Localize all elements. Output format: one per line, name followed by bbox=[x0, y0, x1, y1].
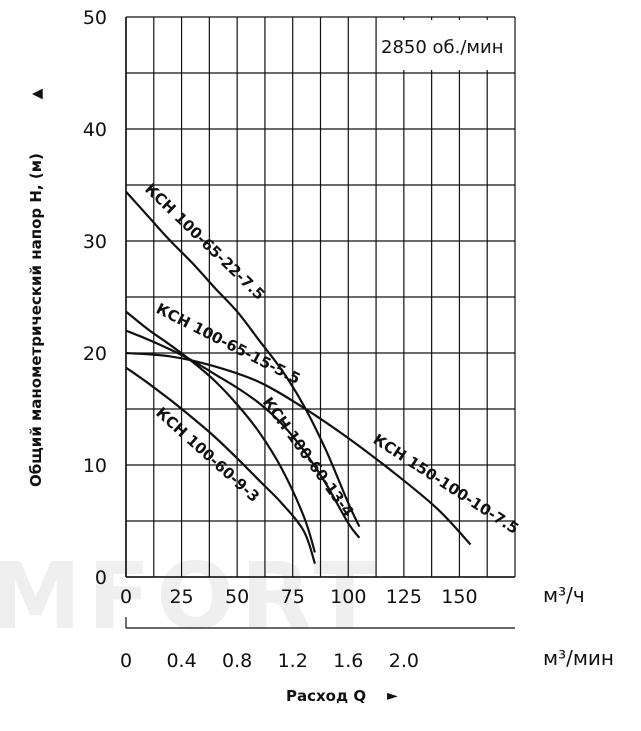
y-tick-label: 0 bbox=[95, 567, 107, 589]
y-tick-label: 10 bbox=[83, 455, 107, 477]
y-axis-label: Общий манометрический напор Н, (м) bbox=[27, 153, 45, 487]
x-tick-label: 75 bbox=[281, 586, 305, 608]
x-tick-label: 150 bbox=[441, 586, 477, 608]
x-unit-secondary: м³/мин bbox=[543, 646, 614, 670]
y-tick-label: 40 bbox=[83, 119, 107, 141]
series-line bbox=[125, 329, 361, 539]
series-line bbox=[125, 366, 316, 564]
x-axis-label: Расход Q bbox=[286, 687, 366, 705]
x-axis-arrow: ► bbox=[387, 688, 398, 704]
y-tick-label: 30 bbox=[83, 231, 107, 253]
x-secondary-tick-label: 2.0 bbox=[389, 650, 419, 672]
x-secondary-tick-label: 0.8 bbox=[222, 650, 252, 672]
speed-note-box bbox=[377, 20, 514, 70]
x-tick-label: 25 bbox=[169, 586, 193, 608]
series-label: КСН 100-65-15-5.5 bbox=[153, 300, 303, 388]
x-secondary-tick-label: 1.6 bbox=[333, 650, 363, 672]
series-label: КСН 100-60-9-3 bbox=[152, 404, 263, 506]
x-tick-label: 125 bbox=[386, 586, 422, 608]
x-secondary-tick-label: 0 bbox=[120, 650, 132, 672]
series-line bbox=[125, 190, 361, 528]
series-line bbox=[125, 310, 316, 553]
axes bbox=[125, 17, 515, 629]
tick-labels: 0 10 20 30 40 50 0 25 50 75 100 125 150 0 0.4 0.8 1.2 1.6… bbox=[83, 7, 478, 672]
speed-note: 2850 об./мин bbox=[381, 37, 503, 58]
x-tick-label: 100 bbox=[330, 586, 366, 608]
y-tick-label: 20 bbox=[83, 343, 107, 365]
series-line bbox=[125, 351, 472, 546]
x-tick-label: 50 bbox=[225, 586, 249, 608]
y-tick-label: 50 bbox=[83, 7, 107, 29]
series-label: КСН 100-65-22-7.5 bbox=[141, 180, 268, 304]
x-secondary-tick-label: 1.2 bbox=[278, 650, 308, 672]
series-label: КСН 150-100-10-7.5 bbox=[370, 430, 522, 538]
x-secondary-tick-label: 0.4 bbox=[166, 650, 196, 672]
grid bbox=[125, 16, 516, 578]
x-unit-primary: м³/ч bbox=[543, 583, 585, 607]
x-tick-label: 0 bbox=[120, 586, 132, 608]
y-axis-arrow: ▲ bbox=[29, 88, 45, 99]
